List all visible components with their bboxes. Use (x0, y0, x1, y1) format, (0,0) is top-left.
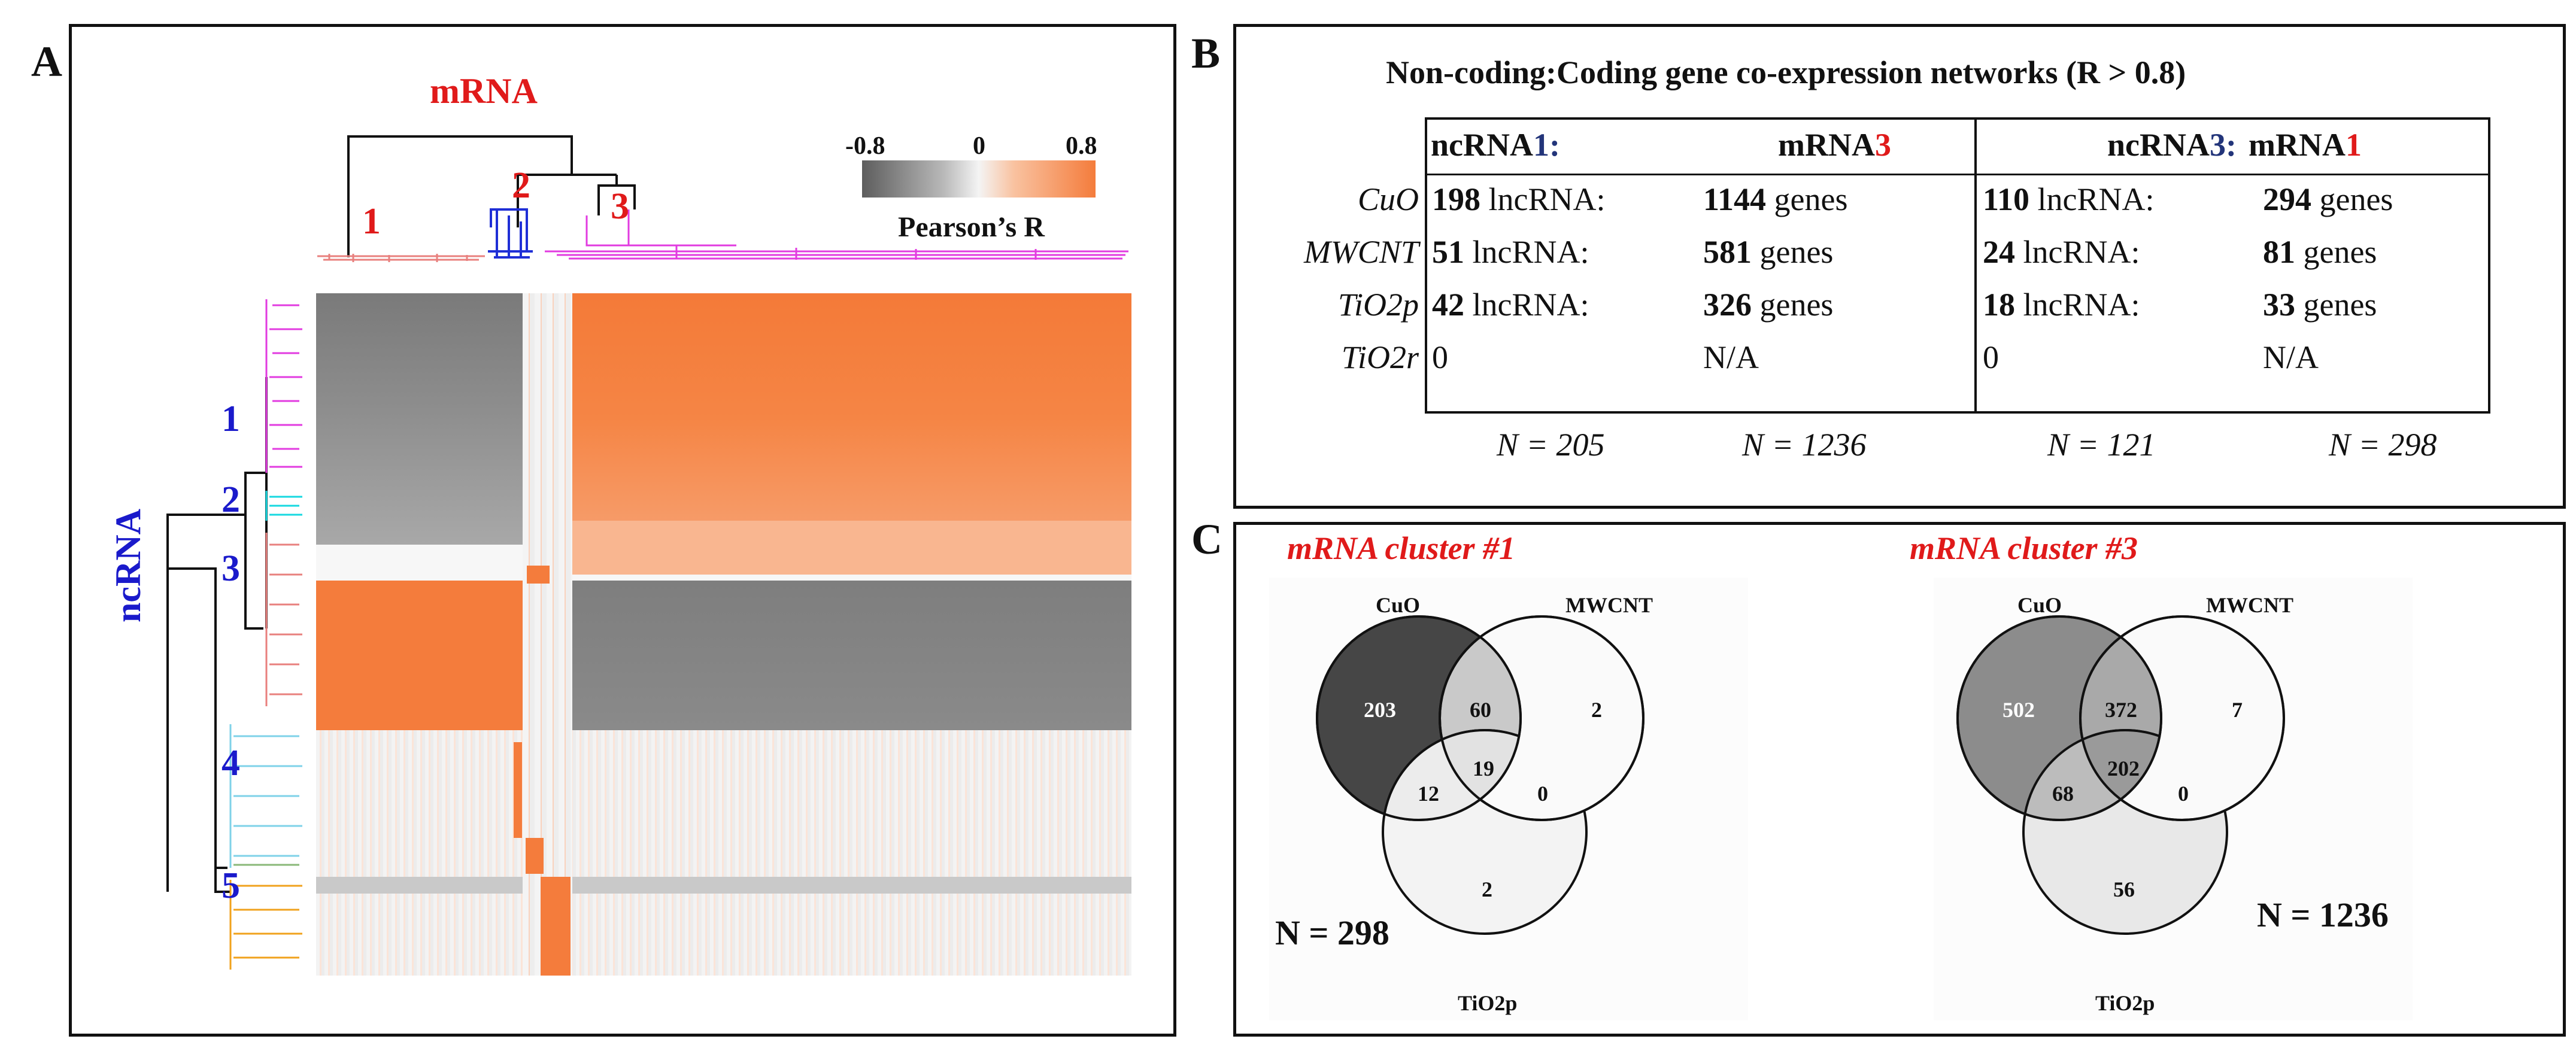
ncrna-cluster-label-1: 1 (222, 399, 240, 439)
right-lncrna-cell: 0 (1983, 339, 1999, 375)
left-lncrna-cell: 42 lncRNA: (1432, 287, 1589, 323)
right-genes-cell: 81 genes (2263, 234, 2377, 270)
ncrna-cluster-label-4: 4 (222, 743, 240, 783)
venn1-total: N = 298 (1275, 913, 1389, 952)
venn2-canvas: CuO MWCNT TiO2p 502 372 7 68 202 0 56 N … (1934, 578, 2413, 1020)
heatmap-diag-block-1 (527, 566, 550, 584)
right-lncrna-cell: 110 lncRNA: (1983, 181, 2155, 217)
panel-a-letter: A (31, 38, 62, 86)
total-left-ncrna: N = 205 (1497, 427, 1605, 463)
ncrna-dendrogram (166, 299, 302, 970)
venn2-region-mwcnt-only: 7 (2232, 698, 2243, 722)
right-genes-cell: 33 genes (2263, 287, 2377, 323)
header-mrna-left: mRNA3 (1778, 127, 1891, 163)
colorbar-gradient (862, 160, 1096, 198)
panel-a-frame (69, 24, 1176, 1037)
panel-b-frame (1233, 24, 2566, 509)
mrna-axis-label: mRNA (430, 71, 538, 111)
venn2-region-all: 202 (2107, 757, 2140, 780)
right-genes-cell: 294 genes (2263, 181, 2393, 217)
venn2-region-cuo-mwcnt: 372 (2105, 698, 2137, 722)
total-right-ncrna: N = 121 (2047, 427, 2156, 463)
venn1-set-mwcnt: MWCNT (1565, 593, 1653, 617)
left-genes-cell: 1144 genes (1703, 181, 1848, 217)
venn2-region-tio2p-only: 56 (2113, 877, 2135, 901)
header-ncrna-left: ncRNA1: (1431, 127, 1560, 163)
heatmap-block-neg-top (316, 293, 523, 545)
venn1-circles (1316, 615, 1644, 935)
venn1-title: mRNA cluster #1 (1287, 530, 1516, 566)
venn2-region-cuo-only: 502 (2002, 698, 2035, 722)
header-ncrna-right: ncRNA3: (2107, 127, 2237, 163)
network-table: ncRNA1: mRNA3 ncRNA3: mRNA1 (1317, 120, 2410, 170)
correlation-heatmap (316, 293, 1131, 976)
ncrna-cluster-label-2: 2 (222, 479, 240, 520)
venn2-total: N = 1236 (2257, 895, 2389, 934)
venn2-region-mwcnt-tio2p: 0 (2178, 782, 2189, 806)
ncrna-cluster-label-3: 3 (222, 548, 240, 589)
total-right-mrna: N = 298 (2329, 427, 2437, 463)
row-label: CuO (1357, 181, 1419, 217)
mrna-cluster-label-1: 1 (362, 201, 381, 242)
left-lncrna-cell: 0 (1432, 339, 1448, 375)
venn2-circles (1956, 615, 2285, 935)
venn1-region-cuo-mwcnt: 60 (1470, 698, 1491, 722)
panel-b-title: Non-coding:Coding gene co-expression net… (1386, 54, 2186, 90)
heatmap-block-neg-mid (572, 581, 1131, 730)
row-label: TiO2r (1341, 339, 1419, 375)
header-mrna-right: mRNA1 (2248, 127, 2362, 163)
network-table-header-rule (1425, 174, 2490, 175)
mrna-cluster-label-2: 2 (512, 165, 530, 206)
venn1-region-tio2p-only: 2 (1482, 877, 1492, 901)
left-lncrna-cell: 198 lncRNA: (1432, 181, 1606, 217)
row-label: TiO2p (1337, 287, 1419, 323)
left-lncrna-cell: 51 lncRNA: (1432, 234, 1589, 270)
left-genes-cell: N/A (1703, 339, 1759, 375)
venn2-set-mwcnt: MWCNT (2206, 593, 2293, 617)
mrna-dendrogram (317, 135, 1128, 262)
ncrna-cluster-label-5: 5 (222, 865, 240, 906)
venn2-title: mRNA cluster #3 (1910, 530, 2138, 566)
colorbar-tick-mid: 0 (973, 132, 985, 160)
venn2-region-cuo-tio2p: 68 (2052, 782, 2074, 806)
venn1-region-cuo-tio2p: 12 (1418, 782, 1439, 806)
colorbar-tick-max: 0.8 (1066, 132, 1097, 160)
panel-c-frame (1233, 522, 2566, 1037)
colorbar-tick-min: -0.8 (845, 132, 885, 160)
table-header-row: ncRNA1: mRNA3 ncRNA3: mRNA1 (1317, 120, 2410, 170)
venn1-canvas: CuO MWCNT TiO2p 203 60 2 12 19 0 2 N = 2… (1269, 578, 1748, 1020)
venn1-set-cuo: CuO (1376, 593, 1421, 617)
colorbar-title: Pearson’s R (898, 211, 1045, 243)
mrna-cluster-label-3: 3 (611, 186, 629, 227)
right-lncrna-cell: 18 lncRNA: (1983, 287, 2140, 323)
network-table-box (1425, 117, 2490, 414)
right-genes-cell: N/A (2263, 339, 2319, 375)
total-left-mrna: N = 1236 (1742, 427, 1867, 463)
ncrna-axis-label: ncRNA (108, 509, 148, 622)
panel-b-letter: B (1191, 29, 1221, 77)
left-genes-cell: 581 genes (1703, 234, 1834, 270)
venn1-region-cuo-only: 203 (1364, 698, 1396, 722)
heatmap-block-pos-mid (316, 581, 523, 730)
panel-c-letter: C (1191, 515, 1222, 563)
venn1-region-mwcnt-tio2p: 0 (1537, 782, 1548, 806)
right-lncrna-cell: 24 lncRNA: (1983, 234, 2140, 270)
heatmap-row-band (316, 877, 1131, 894)
heatmap-diag-block-3 (526, 838, 544, 874)
heatmap-diag-block-4 (541, 877, 571, 976)
heatmap-block-faint-bottom (316, 730, 1131, 976)
venn1-set-tio2p: TiO2p (1458, 991, 1518, 1015)
heatmap-block-lightpos-top (572, 521, 1131, 575)
heatmap-block-pos-top (572, 293, 1131, 545)
left-genes-cell: 326 genes (1703, 287, 1834, 323)
venn1-region-mwcnt-only: 2 (1591, 698, 1602, 722)
venn2-set-tio2p: TiO2p (2095, 991, 2155, 1015)
row-label: MWCNT (1303, 234, 1419, 270)
heatmap-diag-block-2 (514, 742, 522, 838)
network-table-divider (1974, 117, 1977, 414)
venn1-region-all: 19 (1473, 757, 1494, 780)
venn2-set-cuo: CuO (2017, 593, 2062, 617)
